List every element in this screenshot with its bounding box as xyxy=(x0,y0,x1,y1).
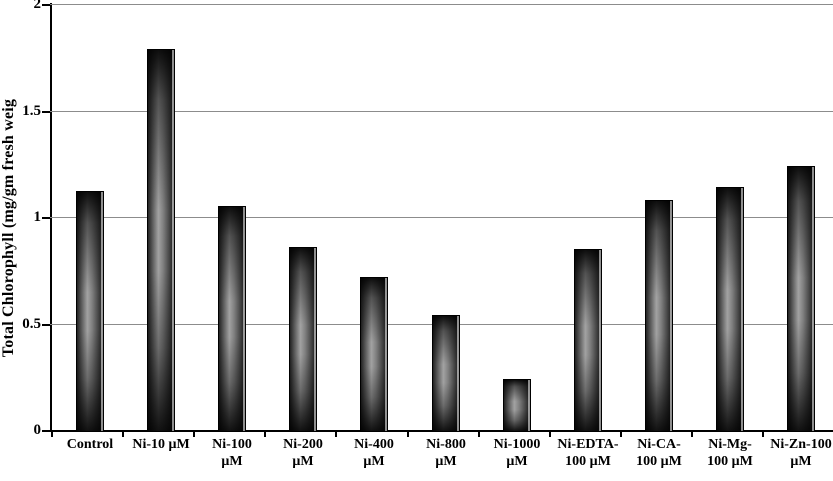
x-axis-label-line: μM xyxy=(363,454,385,469)
bar-1 xyxy=(76,191,104,432)
x-axis-label: Control xyxy=(48,436,132,453)
x-axis-label-line: Ni-CA- xyxy=(637,437,681,452)
y-axis-tick-label: 1.5 xyxy=(22,103,41,119)
x-axis-label: Ni-1000 μM xyxy=(475,436,559,470)
x-axis-tick xyxy=(477,431,480,437)
x-axis-label-line: Ni-100 xyxy=(212,437,252,452)
bar-7 xyxy=(503,379,531,432)
x-axis-label-line: μM xyxy=(435,454,457,469)
x-axis-label-line: 100 μM xyxy=(707,454,753,469)
x-axis-tick xyxy=(264,431,267,437)
bar-11 xyxy=(787,166,815,432)
y-axis-tick-label: 2 xyxy=(33,0,42,12)
bar-2 xyxy=(147,49,175,432)
y-axis-tick xyxy=(42,324,50,326)
x-axis-label-line: Ni-Zn-100 xyxy=(770,437,832,452)
x-axis-label-line: Control xyxy=(66,437,114,452)
bar-6 xyxy=(432,315,460,432)
x-axis-label-line: Ni-Mg- xyxy=(708,437,752,452)
x-axis-label-line: Ni-200 xyxy=(283,437,323,452)
bar-3 xyxy=(218,206,246,432)
x-axis-label-line: Ni-10 μM xyxy=(132,437,190,452)
x-axis-label-line: μM xyxy=(506,454,528,469)
x-axis-label: Ni-Mg- 100 μM xyxy=(688,436,772,470)
y-axis-tick xyxy=(42,4,50,6)
x-axis-tick xyxy=(762,431,764,437)
bar-5 xyxy=(360,277,388,432)
x-axis-label-line: μM xyxy=(221,454,243,469)
x-axis-label-line: 100 μM xyxy=(636,454,682,469)
x-axis-label-line: 100 μM xyxy=(565,454,611,469)
x-axis-label-line: Ni-800 xyxy=(426,437,466,452)
y-axis-tick xyxy=(42,217,50,219)
x-axis-tick xyxy=(619,431,622,437)
x-axis-label-line: Ni-1000 xyxy=(493,437,541,452)
x-axis-label: Ni-800 μM xyxy=(404,436,488,470)
x-axis-label-line: μM xyxy=(292,454,314,469)
y-axis-tick xyxy=(42,430,50,432)
bar-4 xyxy=(289,247,317,432)
x-axis-tick xyxy=(122,431,125,437)
x-axis-label: Ni-400 μM xyxy=(332,436,416,470)
gridline xyxy=(50,4,833,5)
x-axis-tick xyxy=(193,431,196,437)
x-axis-label-line: μM xyxy=(790,454,812,469)
gridline xyxy=(50,111,833,112)
x-axis-label: Ni-100 μM xyxy=(190,436,274,470)
x-axis-label: Ni-EDTA- 100 μM xyxy=(546,436,630,470)
x-axis-label-line: Ni-400 xyxy=(354,437,394,452)
y-axis-tick-label: 0 xyxy=(33,422,42,438)
x-axis-tick xyxy=(335,431,338,437)
bar-9 xyxy=(645,200,673,432)
x-axis-tick xyxy=(51,431,53,437)
x-axis-tick xyxy=(548,431,551,437)
x-axis-label: Ni-CA- 100 μM xyxy=(617,436,701,470)
x-axis-label: Ni-Zn-100 μM xyxy=(759,436,833,470)
x-axis-tick xyxy=(406,431,409,437)
y-axis-tick-label: 1 xyxy=(33,209,42,225)
bar-8 xyxy=(574,249,602,432)
x-axis-tick xyxy=(690,431,693,437)
bar-10 xyxy=(716,187,744,432)
y-axis-tick xyxy=(42,111,50,113)
y-axis-tick-label: 0.5 xyxy=(22,316,41,332)
x-axis-label: Ni-200 μM xyxy=(261,436,345,470)
x-axis-label: Ni-10 μM xyxy=(119,436,203,453)
gridline xyxy=(50,217,833,218)
x-axis-label-line: Ni-EDTA- xyxy=(557,437,619,452)
